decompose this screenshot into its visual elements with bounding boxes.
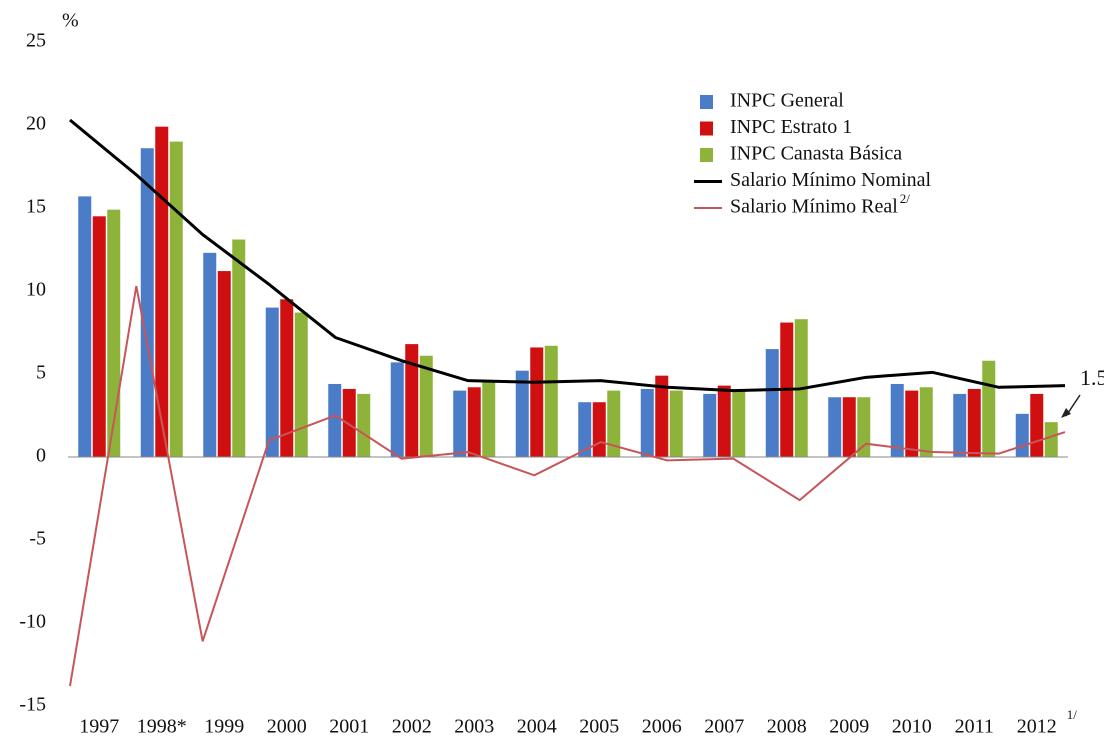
bar xyxy=(92,216,106,457)
bar xyxy=(578,402,592,457)
bar xyxy=(1015,413,1029,457)
bar xyxy=(419,355,433,457)
bar xyxy=(640,388,654,457)
x-tick-label: 2008 xyxy=(767,716,807,738)
bar xyxy=(217,271,231,457)
bar xyxy=(169,141,183,457)
legend-swatch xyxy=(700,121,713,136)
y-tick-label: 20 xyxy=(26,113,46,135)
x-tick-label: 2005 xyxy=(579,716,619,738)
bar xyxy=(294,312,308,457)
y-tick-label: 15 xyxy=(26,196,46,218)
bar xyxy=(607,390,621,457)
bar xyxy=(1030,393,1044,457)
legend-label: INPC Estrato 1 xyxy=(730,116,852,138)
bar xyxy=(515,370,529,457)
bar xyxy=(155,126,169,457)
y-tick-label: -15 xyxy=(19,694,46,716)
bar xyxy=(890,383,904,457)
x-tick-label: 1997 xyxy=(79,716,119,738)
bar xyxy=(453,390,467,457)
bar xyxy=(919,387,933,457)
legend-label: INPC Canasta Básica xyxy=(730,143,902,165)
bar xyxy=(703,393,717,457)
x-tick-label: 2000 xyxy=(267,716,307,738)
bar xyxy=(1044,422,1058,457)
bar xyxy=(732,390,746,457)
bar xyxy=(953,393,967,457)
bar xyxy=(530,347,544,457)
legend-swatch xyxy=(700,148,713,162)
y-tick-label: -5 xyxy=(29,528,46,550)
x-tick-label: 2007 xyxy=(704,716,744,738)
x-tick-label: 2006 xyxy=(642,716,682,738)
bar xyxy=(765,349,779,457)
line-series xyxy=(69,118,1066,393)
legend-label: Salario Mínimo Real xyxy=(730,196,898,218)
bar xyxy=(544,345,558,457)
bar xyxy=(655,375,669,457)
y-tick-label: 5 xyxy=(36,362,46,384)
category-note: 1/ xyxy=(1067,707,1078,722)
bar xyxy=(280,299,294,457)
bar xyxy=(905,390,919,457)
bar xyxy=(842,397,856,457)
bar xyxy=(982,360,996,457)
bar xyxy=(357,393,371,457)
bar xyxy=(265,307,279,457)
bar xyxy=(405,344,419,457)
y-tick-label: -10 xyxy=(19,611,46,633)
y-tick-label: 0 xyxy=(36,445,46,467)
y-unit: % xyxy=(62,10,79,32)
bar xyxy=(342,388,356,457)
bar xyxy=(232,239,246,457)
x-tick-label: 2011 xyxy=(955,716,994,738)
y-tick-label: 25 xyxy=(26,30,46,52)
legend-note: 2/ xyxy=(900,191,911,206)
x-tick-label: 2010 xyxy=(892,716,932,738)
bar xyxy=(140,148,154,458)
bar xyxy=(857,397,871,457)
legend-label: INPC General xyxy=(730,90,844,112)
x-tick-label: 2001 xyxy=(329,716,369,738)
annotation: 1.5 xyxy=(1080,365,1104,390)
x-tick-label: 1999 xyxy=(204,716,244,738)
bar xyxy=(669,390,683,457)
x-tick-label: 2004 xyxy=(517,716,557,738)
x-tick-label: 2012 xyxy=(1017,716,1057,738)
bar xyxy=(203,252,217,457)
bar xyxy=(328,383,342,457)
bar xyxy=(717,385,731,457)
annotation-arrowhead xyxy=(1061,408,1071,418)
bar xyxy=(78,196,92,457)
bar xyxy=(390,362,404,457)
bar xyxy=(467,387,481,457)
line-series xyxy=(69,285,1066,687)
x-tick-label: 2003 xyxy=(454,716,494,738)
bar xyxy=(482,382,496,457)
y-tick-label: 10 xyxy=(26,279,46,301)
bar xyxy=(107,209,121,457)
legend-label: Salario Mínimo Nominal xyxy=(730,169,932,191)
bar xyxy=(592,402,606,457)
bar xyxy=(967,388,981,457)
legend-swatch xyxy=(700,95,713,109)
bar xyxy=(828,397,842,457)
x-tick-label: 2002 xyxy=(392,716,432,738)
x-tick-label: 1998* xyxy=(137,716,187,738)
x-tick-label: 2009 xyxy=(829,716,869,738)
